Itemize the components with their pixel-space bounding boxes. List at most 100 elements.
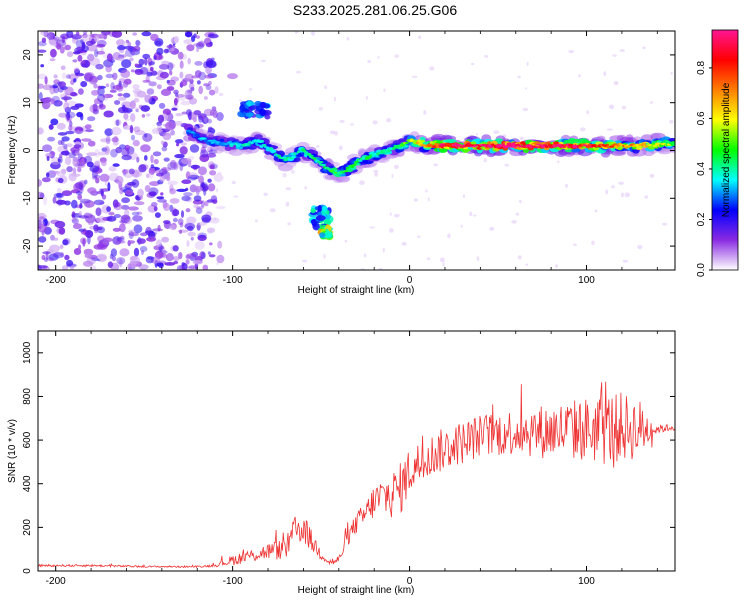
spectrogram-noise-blob — [196, 222, 207, 226]
spectrogram-noise-blob — [184, 223, 196, 230]
spectrogram-noise-blob — [195, 256, 203, 261]
spectrogram-signal-blob — [672, 142, 675, 146]
spectrogram-noise-blob — [93, 83, 98, 89]
spectrogram-noise-blob — [60, 65, 66, 71]
spectrogram-noise-blob — [145, 113, 151, 117]
spectrogram-noise-blob — [88, 75, 98, 85]
spectrogram-noise-blob — [483, 158, 487, 163]
spectrogram-noise-blob — [72, 158, 79, 167]
spectrogram-noise-blob — [190, 87, 195, 92]
spectrogram-marks — [38, 31, 675, 270]
spectrogram-noise-blob — [393, 213, 400, 218]
spectrogram-noise-blob — [150, 70, 158, 76]
spectrogram-noise-blob — [60, 252, 65, 258]
spectrogram-noise-blob — [68, 124, 73, 131]
spectrogram-noise-blob — [154, 212, 161, 218]
spectrogram-noise-blob — [127, 206, 139, 211]
spectrogram-signal-blob — [196, 133, 200, 137]
spectrogram-noise-blob — [38, 212, 47, 221]
spectrogram-noise-blob — [129, 255, 141, 265]
spectrogram-noise-blob — [136, 156, 140, 163]
spectrogram-noise-blob — [194, 241, 205, 250]
spectrogram-noise-blob — [97, 151, 107, 156]
spectrogram-noise-blob — [198, 175, 205, 184]
spectrogram-noise-blob — [136, 90, 147, 98]
spectrogram-noise-blob — [38, 41, 47, 47]
spectrogram-noise-blob — [119, 258, 123, 268]
spectrogram-noise-blob — [188, 265, 198, 269]
spectrogram-noise-blob — [525, 263, 529, 266]
spectrogram-noise-blob — [662, 222, 667, 226]
spectrogram-noise-blob — [377, 55, 380, 60]
spectrogram-noise-blob — [174, 120, 183, 126]
spectrogram-noise-blob — [99, 244, 107, 249]
spectrogram-noise-blob — [619, 49, 625, 53]
spectrogram-noise-blob — [71, 199, 78, 209]
spectrogram-noise-blob — [196, 47, 200, 53]
spectrogram-noise-blob — [53, 237, 59, 241]
spectrogram-y-tick-label: 10 — [22, 97, 33, 109]
spectrogram-noise-blob — [263, 192, 269, 196]
spectrogram-noise-blob — [153, 206, 158, 212]
spectrogram-noise-blob — [83, 212, 93, 219]
spectrogram-feature-blob — [259, 108, 266, 117]
spectrogram-noise-blob — [40, 97, 51, 104]
spectrogram-noise-blob — [201, 182, 208, 188]
spectrogram-noise-blob — [97, 254, 104, 260]
spectrogram-noise-blob — [139, 246, 148, 252]
spectrogram-noise-blob — [185, 259, 190, 265]
spectrogram-noise-blob — [129, 124, 134, 134]
spectrogram-noise-blob — [59, 244, 64, 250]
spectrogram-noise-blob — [214, 31, 217, 35]
spectrogram-noise-blob — [188, 172, 198, 178]
spectrogram-noise-blob — [58, 81, 66, 88]
spectrogram-noise-blob — [38, 127, 44, 135]
spectrogram-noise-blob — [155, 75, 167, 81]
spectrogram-noise-blob — [193, 110, 202, 116]
spectrogram-noise-blob — [189, 97, 197, 105]
spectrogram-noise-blob — [54, 220, 66, 229]
spectrogram-noise-blob — [163, 48, 169, 54]
spectrogram-noise-blob — [89, 165, 100, 173]
spectrogram-noise-blob — [190, 237, 194, 241]
spectrogram-noise-blob — [184, 31, 193, 38]
spectrogram-noise-blob — [47, 257, 54, 262]
spectrogram-noise-blob — [101, 160, 107, 167]
spectrogram-noise-blob — [46, 172, 50, 178]
spectrogram-noise-blob — [114, 119, 122, 126]
spectrogram-noise-blob — [107, 261, 114, 269]
spectrogram-noise-blob — [64, 44, 71, 51]
spectrogram-noise-blob — [188, 82, 195, 90]
spectrogram-noise-blob — [59, 153, 63, 158]
spectrogram-noise-blob — [372, 120, 378, 125]
spectrogram-noise-blob — [525, 87, 528, 90]
spectrogram-noise-blob — [77, 167, 82, 173]
spectrogram-noise-blob — [311, 31, 315, 36]
spectrogram-noise-blob — [124, 78, 132, 85]
spectrogram-noise-blob — [83, 248, 94, 256]
spectrogram-noise-blob — [52, 196, 57, 204]
spectrogram-noise-blob — [146, 88, 155, 95]
spectrogram-y-tick-label: -20 — [22, 238, 33, 253]
spectrogram-noise-blob — [249, 87, 252, 91]
spectrogram-noise-blob — [137, 188, 144, 198]
spectrogram-noise-blob — [295, 71, 302, 74]
spectrogram-noise-blob — [64, 86, 74, 96]
spectrogram-noise-blob — [181, 158, 192, 165]
spectrogram-noise-blob — [187, 231, 196, 237]
spectrogram-noise-blob — [66, 51, 74, 58]
spectrogram-noise-blob — [216, 254, 225, 264]
spectrogram-noise-blob — [191, 35, 196, 42]
spectrogram-noise-blob — [173, 161, 179, 171]
spectrogram-noise-blob — [181, 263, 188, 270]
spectrogram-noise-blob — [183, 39, 193, 45]
spectrogram-noise-blob — [121, 197, 130, 204]
spectrogram-noise-blob — [622, 259, 629, 263]
spectrogram-noise-blob — [76, 111, 83, 118]
spectrogram-noise-blob — [121, 154, 132, 161]
snr-plot-area — [38, 381, 675, 569]
figure-title: S233.2025.281.06.25.G06 — [293, 2, 457, 18]
spectrogram-noise-blob — [203, 83, 210, 87]
spectrogram-noise-blob — [38, 219, 45, 227]
